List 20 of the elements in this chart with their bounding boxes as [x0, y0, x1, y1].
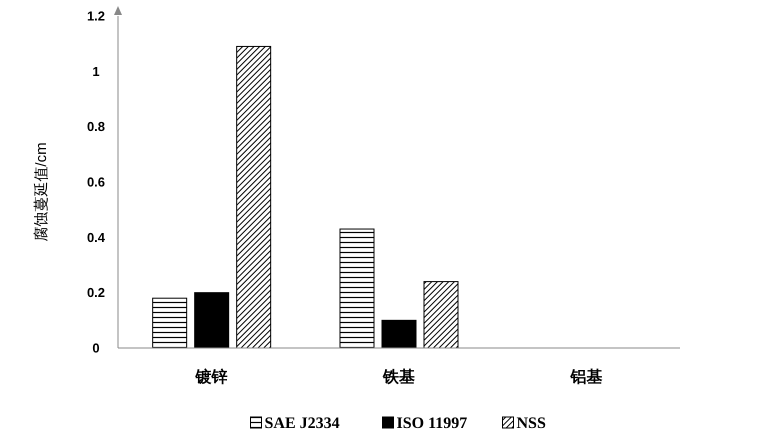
x-tick-label: 铝基 — [569, 368, 602, 386]
y-tick-label: 0.6 — [86, 174, 106, 190]
bar — [382, 320, 416, 348]
bar — [424, 281, 458, 348]
bar — [152, 298, 188, 348]
bar — [194, 292, 230, 348]
y-tick-label: 0.4 — [86, 230, 106, 245]
y-axis-title: 腐蚀蔓延值/cm — [33, 142, 50, 242]
x-tick-label: 镀锌 — [194, 368, 228, 386]
y-tick-label: 1 — [92, 64, 100, 79]
y-tick-label: 0.8 — [86, 119, 106, 134]
bar — [340, 228, 374, 348]
legend-label: NSS — [516, 415, 546, 432]
legend-label: ISO 11997 — [396, 415, 468, 432]
y-tick-label: 0 — [92, 340, 100, 356]
bar — [236, 46, 272, 348]
y-tick-label: 1.2 — [86, 8, 106, 24]
legend-label: SAE J2334 — [264, 415, 340, 432]
x-tick-label: 铁基 — [382, 368, 415, 386]
y-tick-label: 0.2 — [86, 285, 106, 300]
